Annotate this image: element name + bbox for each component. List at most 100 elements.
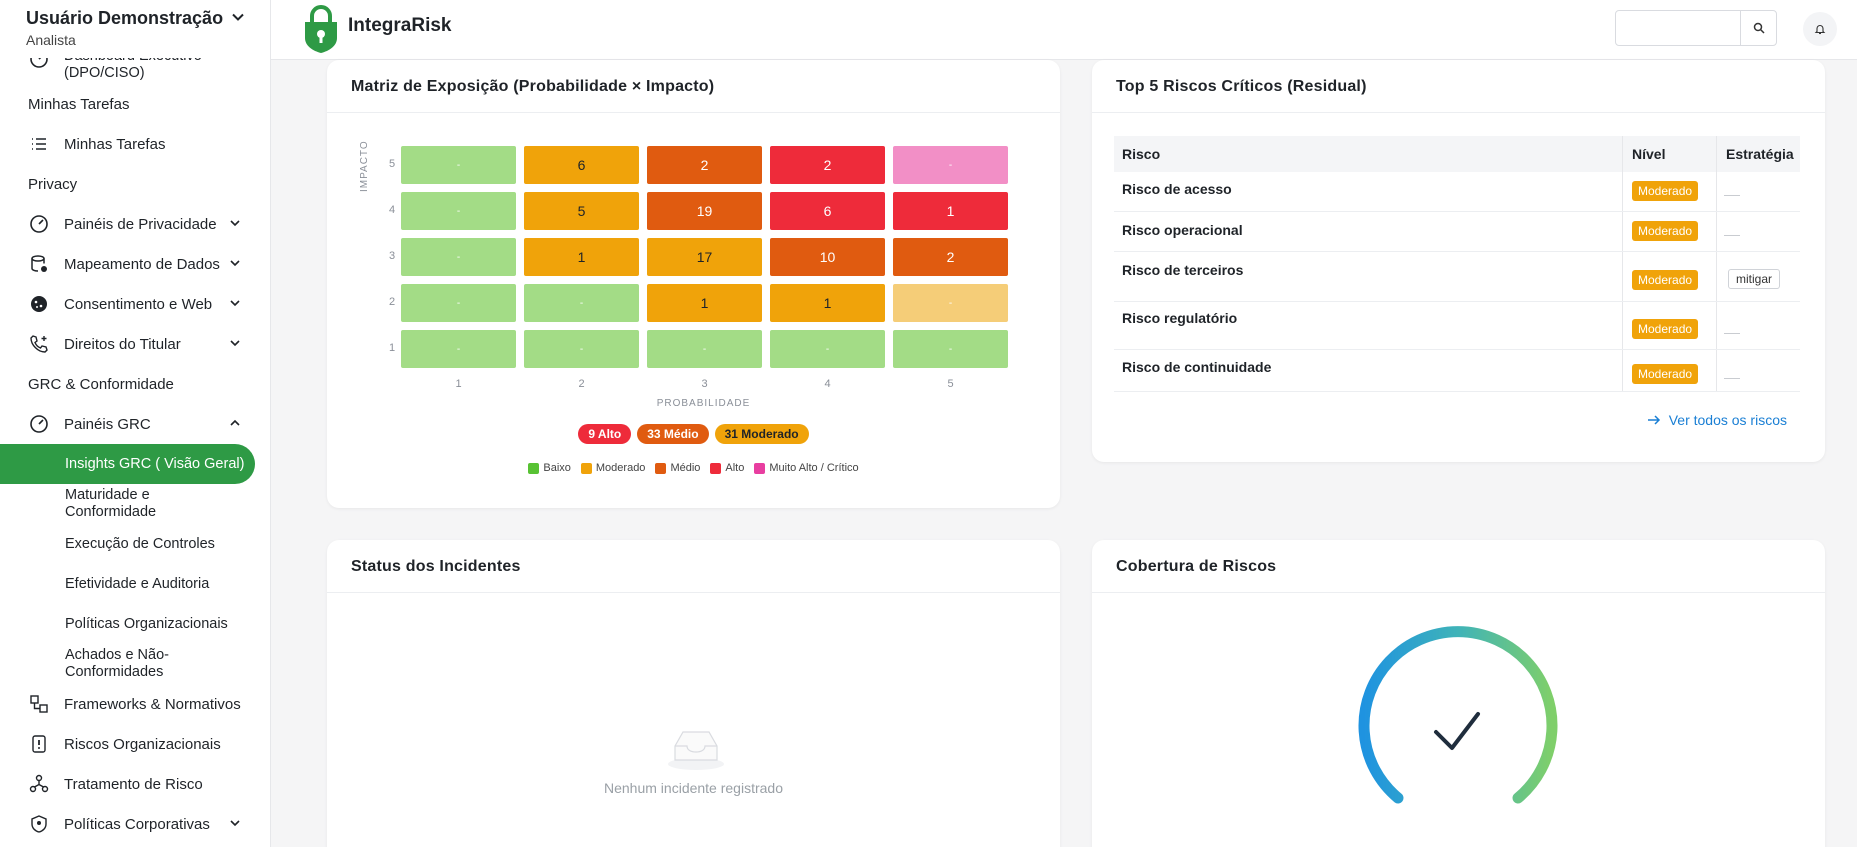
matrix-cell: - (647, 330, 762, 368)
divider (1092, 112, 1825, 113)
chevron-down-icon (230, 300, 240, 307)
table-row[interactable]: Risco regulatório Moderado (1114, 302, 1800, 350)
empty-strategy (1724, 333, 1740, 334)
col-header-risk: Risco (1122, 146, 1161, 162)
sidebar-item-paineis-grc[interactable]: Painéis GRC (0, 404, 270, 444)
divider (1092, 592, 1825, 593)
y-tick-label: 5 (389, 158, 396, 170)
exposure-matrix-card: Matriz de Exposição (Probabilidade × Imp… (327, 60, 1060, 508)
matrix-cell: 17 (647, 238, 762, 276)
summary-badge: 9 Alto (578, 424, 632, 444)
strategy-tag: mitigar (1728, 269, 1781, 289)
card-title: Matriz de Exposição (Probabilidade × Imp… (351, 78, 715, 95)
matrix-cell: - (893, 146, 1008, 184)
sidebar-item-frameworks[interactable]: Frameworks & Normativos (0, 684, 270, 724)
matrix-cell: - (401, 146, 516, 184)
x-tick-label: 5 (947, 378, 954, 390)
coverage-gauge (1358, 626, 1558, 804)
x-tick-label: 4 (824, 378, 831, 390)
brand-name: IntegraRisk (348, 15, 452, 36)
user-name: Usuário Demonstração (26, 8, 224, 28)
sidebar-item-consentimento-web[interactable]: Consentimento e Web (0, 284, 270, 324)
matrix-cell: 2 (893, 238, 1008, 276)
chevron-down-icon[interactable] (231, 10, 245, 24)
table-row[interactable]: Risco de continuidade Moderado (1114, 350, 1800, 392)
sidebar: Usuário Demonstração Analista Dashboard … (0, 0, 271, 847)
risk-name: Risco de terceiros (1122, 262, 1244, 278)
view-all-risks-link[interactable]: Ver todos os riscos (1647, 412, 1787, 428)
level-badge: Moderado (1632, 181, 1699, 201)
matrix-cell: 10 (770, 238, 885, 276)
sidebar-subitem-execucao-controles[interactable]: Execução de Controles (65, 535, 215, 552)
search-button[interactable] (1740, 11, 1776, 45)
section-label-grc: GRC & Conformidade (28, 375, 174, 393)
column-separator (1716, 350, 1717, 391)
list-icon (28, 133, 50, 155)
risk-name: Risco de acesso (1122, 181, 1232, 197)
sidebar-item-politicas-corporativas[interactable]: Políticas Corporativas (0, 804, 270, 844)
arrow-right-icon (1647, 415, 1660, 425)
search-box (1615, 10, 1777, 46)
matrix-cell: - (401, 330, 516, 368)
column-separator (1622, 302, 1623, 349)
sidebar-item-label: Painéis GRC (64, 415, 151, 433)
risk-rows: Risco de acesso Moderado Risco operacional… (1114, 172, 1800, 392)
share-icon (28, 773, 50, 795)
matrix-cell: 6 (770, 192, 885, 230)
sidebar-subitem-efetividade[interactable]: Efetividade e Auditoria (65, 575, 210, 592)
notifications-button[interactable] (1803, 12, 1837, 46)
legend-item: Baixo (528, 462, 571, 474)
search-input[interactable] (1616, 11, 1742, 45)
sidebar-subitem-maturidade[interactable]: Maturidade e Conformidade (65, 487, 157, 520)
sidebar-item-label: Tratamento de Risco (64, 775, 203, 793)
lock-logo-icon (305, 5, 337, 53)
matrix-cell: 19 (647, 192, 762, 230)
legend-item: Moderado (580, 462, 646, 474)
table-row[interactable]: Risco de terceiros Moderado mitigar (1114, 252, 1800, 302)
column-separator (1622, 350, 1623, 391)
sidebar-item-mapeamento-dados[interactable]: Mapeamento de Dados (0, 244, 270, 284)
risk-name: Risco de continuidade (1122, 359, 1272, 375)
table-row[interactable]: Risco de acesso Moderado (1114, 172, 1800, 212)
sidebar-item-paineis-privacidade[interactable]: Painéis de Privacidade (0, 204, 270, 244)
sidebar-subitem-politicas-org[interactable]: Políticas Organizacionais (65, 615, 228, 632)
top-header: IntegraRisk (271, 0, 1857, 60)
column-separator (1622, 252, 1623, 301)
matrix-cell: 2 (770, 146, 885, 184)
matrix-cell: 2 (647, 146, 762, 184)
legend-item: Muito Alto / Crítico (754, 462, 859, 474)
user-menu[interactable]: Usuário Demonstração Analista (0, 0, 270, 58)
chevron-up-icon (230, 419, 240, 426)
risk-table: Risco Nível Estratégia Risco de acesso Mo… (1114, 136, 1800, 392)
risk-coverage-card: Cobertura de Riscos (1092, 540, 1825, 847)
sidebar-item-minhas-tarefas[interactable]: Minhas Tarefas (0, 124, 270, 164)
sidebar-item-riscos-org[interactable]: Riscos Organizacionais (0, 724, 270, 764)
sidebar-item-label: Riscos Organizacionais (64, 735, 221, 753)
table-row[interactable]: Risco operacional Moderado (1114, 212, 1800, 252)
sidebar-subitem-achados[interactable]: Achados e Não-Conformidades (65, 647, 169, 680)
level-badge: Moderado (1632, 270, 1699, 290)
check-icon (1434, 712, 1480, 750)
database-icon (28, 253, 50, 275)
sidebar-subitem-insights-grc[interactable]: Insights GRC ( Visão Geral) (0, 444, 255, 484)
risk-name: Risco operacional (1122, 222, 1243, 238)
legend-item: Alto (710, 462, 744, 474)
column-separator (1716, 212, 1717, 251)
sidebar-item-label: Mapeamento de Dados (64, 255, 220, 273)
card-title: Status dos Incidentes (351, 558, 521, 575)
phone-icon (28, 333, 50, 355)
sidebar-nav: Dashboard Executivo (DPO/CISO) Minhas Ta… (0, 48, 270, 844)
legend-label: Moderado (595, 462, 646, 474)
sidebar-item-label: Painéis de Privacidade (64, 215, 217, 233)
x-tick-label: 2 (578, 378, 585, 390)
matrix-cell: - (401, 192, 516, 230)
x-axis-title: PROBABILIDADE (656, 398, 751, 409)
y-axis-title: IMPACTO (359, 140, 370, 192)
empty-strategy (1724, 378, 1740, 379)
sidebar-item-direitos-titular[interactable]: Direitos do Titular (0, 324, 270, 364)
col-header-strategy: Estratégia (1726, 146, 1794, 162)
legend-swatch (754, 462, 766, 474)
frameworks-icon (28, 693, 50, 715)
sidebar-item-tratamento-risco[interactable]: Tratamento de Risco (0, 764, 270, 804)
matrix-summary-badges: 9 Alto 33 Médio 31 Moderado (327, 424, 1060, 444)
